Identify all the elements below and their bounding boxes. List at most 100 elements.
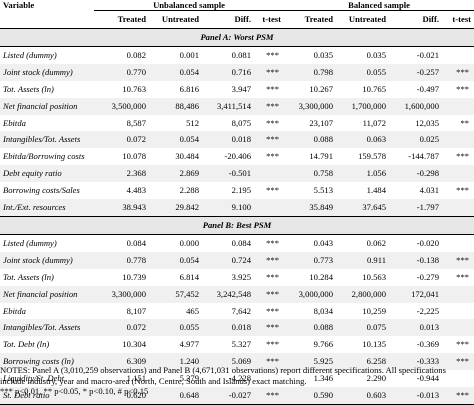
value-cell: 0.062 (366, 237, 386, 248)
significance-cell: *** (442, 63, 474, 81)
table-row: Intangibles/Tot. Assets 0.072 0.054 0.018 **… (0, 131, 474, 149)
variable-label: Ebitda (3, 117, 26, 128)
value-cell: 1,700,000 (336, 97, 389, 115)
value-cell: 0.778 (94, 251, 149, 269)
value-cell: 0.055 (149, 319, 202, 337)
significance-cell: *** (254, 353, 284, 371)
value-cell: 1,600,000 (389, 97, 442, 115)
value-cell: 2.195 (231, 185, 251, 196)
variable-label: Ebitda/Borrowing costs (3, 151, 85, 162)
significance-cell: *** (266, 339, 279, 350)
value-cell: 4.031 (419, 185, 439, 196)
value-cell: 6.816 (179, 83, 199, 94)
panel-title-row: Panel B: Best PSM (0, 215, 474, 235)
table-row: Debt equity ratio 2.368 2.869 -0.501 0.758 1.… (0, 165, 474, 183)
value-cell: 10.078 (122, 151, 146, 162)
value-cell: 8,075 (231, 117, 251, 128)
panel-title-row: Panel A: Worst PSM (0, 28, 474, 47)
value-cell: 172,041 (389, 285, 442, 303)
value-cell: 0.075 (336, 319, 389, 337)
significance-cell: ** (460, 117, 470, 128)
table-row: Joint stock (dummy) 0.778 0.054 0.724 *** 0.7… (0, 251, 474, 269)
value-cell: 5.513 (313, 185, 333, 196)
value-cell: 3.947 (231, 83, 251, 94)
col-header-diff: Diff. (202, 10, 254, 29)
table-row: Tot. Assets (ln) 10.763 6.816 3.947 *** 10.26… (0, 81, 474, 98)
value-cell: 5.069 (202, 353, 254, 371)
value-cell: 29.842 (149, 199, 202, 217)
value-cell: -144.787 (408, 151, 439, 162)
variable-label: Listed (dummy) (3, 49, 57, 60)
table-row: St. Debt ratio 0.620 0.648 -0.027 *** 0.590 0.… (0, 387, 474, 405)
col-header-ttest: t-test (254, 10, 284, 29)
value-cell: 8,107 (126, 305, 146, 316)
table-row: Liquidity/St. Debt 1.151 5.379 -4.228 1.346 2… (0, 370, 474, 387)
table-body: Panel A: Worst PSM Listed (dummy) 0.082 0.0… (0, 28, 474, 405)
value-cell: 6.309 (94, 353, 149, 371)
variable-label: Tot. Assets (ln) (3, 271, 54, 282)
value-cell: 4.483 (126, 185, 146, 196)
notes-line: *** p<0.01, ** p<0.05, * p<0.10, # p<0.1… (0, 386, 149, 397)
variable-label: Intangibles/Tot. Assets (0, 131, 94, 149)
variable-label: Net financial position (0, 97, 94, 115)
variable-header: Variable (3, 0, 35, 11)
value-cell: 0.084 (126, 237, 146, 248)
variable-label: Liquidity/St. Debt (3, 373, 65, 384)
value-cell: 57,452 (149, 285, 202, 303)
header-columns-row: Treated Untreated Diff. t-test Treated U… (0, 10, 474, 29)
value-cell: 10.304 (122, 339, 146, 350)
value-cell: 0.082 (126, 49, 146, 60)
value-cell: 9.100 (202, 199, 254, 217)
variable-label: Borrowing costs/Sales (3, 185, 80, 196)
table-row: Tot. Assets (ln) 10.739 6.814 3.925 *** 10.28… (0, 269, 474, 286)
value-cell: 512 (186, 117, 199, 128)
significance-cell: *** (266, 237, 279, 248)
significance-cell: *** (254, 97, 284, 115)
value-cell: -2,225 (416, 305, 439, 316)
variable-label: Listed (dummy) (3, 237, 57, 248)
variable-label: Intangibles/Tot. Assets (0, 319, 94, 337)
value-cell: -0.138 (389, 251, 442, 269)
value-cell: 2.290 (366, 373, 386, 384)
value-cell: 159.578 (358, 151, 386, 162)
significance-cell: *** (456, 339, 470, 350)
value-cell: 2.368 (94, 165, 149, 183)
col-header-untreated: Untreated (149, 10, 202, 29)
significance-cell: *** (254, 251, 284, 269)
variable-label: Tot. Debt (ln) (3, 339, 50, 350)
value-cell: 0.724 (202, 251, 254, 269)
significance-cell (442, 97, 474, 115)
significance-cell (442, 165, 474, 183)
table-row: Net financial position 3,500,000 88,486 3,4… (0, 97, 474, 115)
significance-cell: *** (456, 83, 470, 94)
variable-label: Net financial position (0, 285, 94, 303)
value-cell: 3,300,000 (284, 97, 336, 115)
value-cell: 3,242,548 (202, 285, 254, 303)
value-cell: 0.081 (231, 49, 251, 60)
significance-cell (442, 303, 474, 320)
value-cell: -0.027 (202, 387, 254, 405)
value-cell: 14.791 (309, 151, 333, 162)
significance-cell (442, 234, 474, 251)
value-cell: 3,500,000 (94, 97, 149, 115)
significance-cell: *** (254, 285, 284, 303)
table-row: Borrowing costs (ln) 6.309 1.240 5.069 *** 5.… (0, 353, 474, 371)
empty-header-cell (0, 10, 94, 29)
value-cell: -0.497 (416, 83, 439, 94)
significance-cell: *** (266, 185, 279, 196)
value-cell: 5.379 (179, 373, 199, 384)
variable-label: Borrowing costs (ln) (0, 353, 94, 371)
value-cell: 30.484 (175, 151, 199, 162)
value-cell: 1.346 (313, 373, 333, 384)
significance-cell: *** (442, 353, 474, 371)
value-cell: 0.063 (336, 131, 389, 149)
col-header-diff-balanced: Diff. (389, 10, 442, 29)
value-cell: 10.739 (122, 271, 146, 282)
variable-label: Debt equity ratio (0, 165, 94, 183)
significance-cell (442, 131, 474, 149)
table-row: Joint stock (dummy) 0.770 0.054 0.716 *** 0.7… (0, 63, 474, 81)
significance-cell: *** (456, 185, 470, 196)
value-cell: 465 (186, 305, 199, 316)
